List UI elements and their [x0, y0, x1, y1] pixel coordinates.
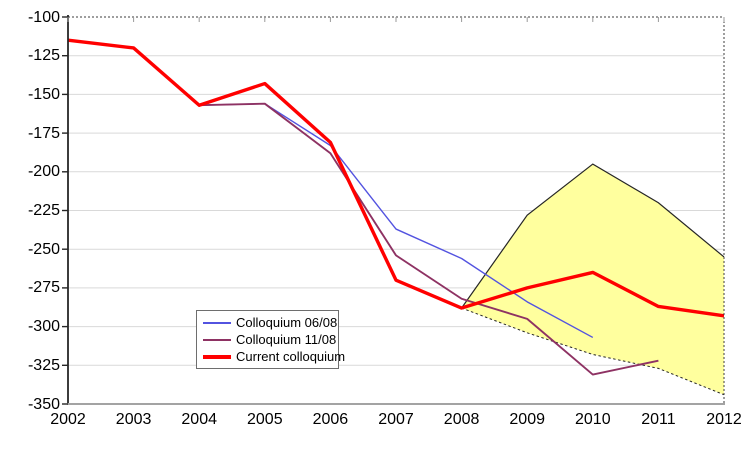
legend-label: Colloquium 06/08: [236, 315, 338, 330]
legend-line-sample-purple: [203, 338, 231, 341]
legend-label: Current colloquium: [236, 349, 346, 364]
y-tick-label: -275: [27, 279, 60, 297]
legend-line-sample-red: [203, 354, 231, 359]
y-tick-label: -200: [27, 163, 60, 181]
x-tick-label: 2006: [312, 411, 349, 428]
y-tick-label: -150: [27, 85, 60, 103]
legend: Colloquium 06/08 Colloquium 11/08 Curren…: [196, 310, 345, 369]
series-line-2: [67, 38, 725, 318]
legend-item-colloquium-0608: Colloquium 06/08: [203, 315, 337, 330]
x-tick-label: 2004: [181, 411, 217, 428]
x-tick-label: 2005: [247, 411, 283, 428]
x-tick-label: 2002: [50, 411, 86, 428]
y-tick-label: -225: [27, 202, 60, 219]
band-lower-edge: [461, 307, 725, 396]
x-tick-label: 2003: [115, 411, 152, 428]
y-tick-label: -125: [27, 47, 60, 65]
y-tick-label: -250: [27, 240, 60, 258]
legend-item-current-colloquium: Current colloquium: [203, 349, 345, 364]
legend-line-sample-blue: [203, 321, 231, 324]
y-tick-label: -300: [27, 318, 60, 336]
legend-item-colloquium-1108: Colloquium 11/08: [203, 332, 336, 347]
y-tick-label: -175: [27, 124, 60, 142]
band-upper-edge: [461, 163, 725, 309]
legend-label: Colloquium 11/08: [236, 332, 337, 347]
x-tick-label: 2011: [641, 411, 676, 428]
uncertainty-band: [461, 164, 724, 395]
x-tick-label: 2012: [706, 411, 742, 428]
x-tick-label: 2007: [378, 411, 414, 428]
x-tick-label: 2010: [575, 411, 611, 428]
x-tick-label: 2009: [509, 411, 545, 428]
y-tick-label: -325: [27, 356, 60, 374]
y-tick-label: -350: [27, 395, 60, 413]
y-tick-label: -100: [27, 8, 60, 26]
x-tick-label: 2008: [443, 411, 480, 428]
